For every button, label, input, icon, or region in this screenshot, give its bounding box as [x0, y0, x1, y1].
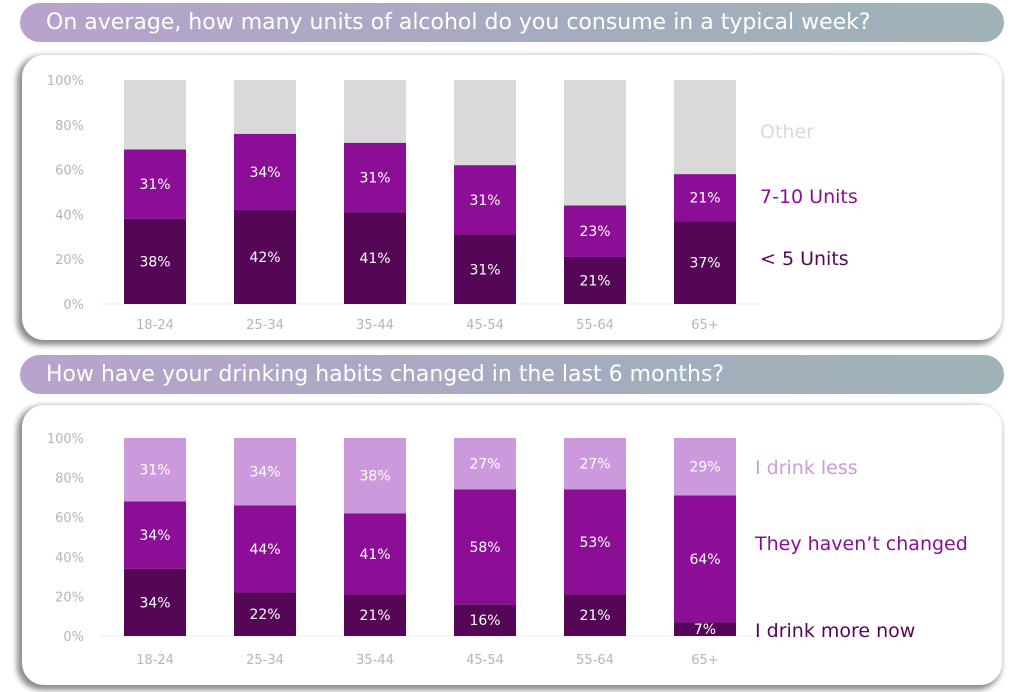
bar-segment: [454, 80, 516, 166]
data-label: 34%: [249, 465, 280, 481]
data-label: 53%: [579, 535, 610, 551]
bar-segment: [674, 438, 736, 496]
data-label: 34%: [139, 595, 170, 611]
bar-segment: [344, 80, 406, 143]
data-label: 58%: [469, 540, 500, 556]
y-tick-label: 100%: [47, 74, 84, 89]
legend-entry: < 5 Units: [760, 248, 849, 270]
data-label: 21%: [579, 273, 610, 289]
y-tick-label: 20%: [55, 590, 84, 605]
x-tick-label: 45-54: [466, 653, 504, 668]
x-tick-label: 25-34: [246, 653, 284, 668]
data-label: 31%: [139, 177, 170, 193]
x-tick-label: 65+: [691, 318, 718, 333]
data-label: 21%: [579, 608, 610, 624]
bar-segment: [564, 594, 626, 636]
data-label: 31%: [469, 262, 500, 278]
bar-segment: [674, 221, 736, 304]
bar-segment: [234, 438, 296, 506]
x-tick-label: 65+: [691, 653, 718, 668]
bar-segment: [234, 592, 296, 636]
bar-segment: [564, 489, 626, 595]
bar-segment: [454, 165, 516, 235]
data-label: 38%: [139, 254, 170, 270]
x-tick-label: 25-34: [246, 318, 284, 333]
data-label: 34%: [139, 528, 170, 544]
legend-entry: They haven’t changed: [754, 533, 968, 555]
x-tick-label: 18-24: [136, 653, 174, 668]
bar-segment: [674, 174, 736, 222]
bar-segment: [564, 256, 626, 304]
data-label: 38%: [359, 469, 390, 485]
bar-segment: [344, 212, 406, 304]
data-label: 27%: [469, 457, 500, 473]
y-tick-label: 20%: [55, 253, 84, 268]
bar-segment: [454, 438, 516, 490]
bar-segment: [344, 594, 406, 636]
data-label: 31%: [469, 193, 500, 209]
chart1-title: On average, how many units of alcohol do…: [20, 3, 1004, 42]
bar-segment: [564, 438, 626, 490]
bar-segment: [564, 80, 626, 206]
y-tick-label: 0%: [63, 630, 84, 645]
data-label: 41%: [359, 547, 390, 563]
y-tick-label: 40%: [55, 551, 84, 566]
data-label: 21%: [359, 608, 390, 624]
x-tick-label: 45-54: [466, 318, 504, 333]
data-label: 23%: [579, 224, 610, 240]
x-tick-label: 18-24: [136, 318, 174, 333]
bar-segment: [674, 495, 736, 623]
bar-segment: [344, 142, 406, 213]
bar-segment: [124, 501, 186, 569]
bar-segment: [674, 622, 736, 636]
bar-segment: [344, 438, 406, 514]
bar-segment: [234, 133, 296, 210]
bar-segment: [454, 234, 516, 304]
x-tick-label: 55-64: [576, 318, 614, 333]
data-label: 31%: [139, 463, 170, 479]
x-tick-label: 35-44: [356, 318, 394, 333]
data-label: 42%: [249, 250, 280, 266]
bar-segment: [234, 505, 296, 593]
data-label: 7%: [694, 622, 716, 638]
bar-segment: [674, 80, 736, 175]
bar-segment: [454, 489, 516, 605]
data-label: 16%: [469, 613, 500, 629]
legend-entry: 7-10 Units: [760, 186, 858, 208]
legend-entry: I drink more now: [755, 620, 915, 642]
y-tick-label: 0%: [63, 298, 84, 313]
data-label: 64%: [689, 552, 720, 568]
x-tick-label: 55-64: [576, 653, 614, 668]
y-tick-label: 100%: [47, 432, 84, 447]
bar-segment: [564, 205, 626, 257]
y-tick-label: 80%: [55, 119, 84, 134]
legend-entry: Other: [760, 121, 814, 143]
y-tick-label: 80%: [55, 472, 84, 487]
bar-segment: [454, 604, 516, 636]
bar-segment: [124, 568, 186, 636]
legend-entry: I drink less: [755, 457, 858, 479]
bar-segment: [124, 218, 186, 304]
bar-segment: [124, 149, 186, 219]
y-tick-label: 40%: [55, 208, 84, 223]
bar-segment: [234, 209, 296, 304]
y-tick-label: 60%: [55, 511, 84, 526]
bar-segment: [124, 80, 186, 150]
data-label: 29%: [689, 460, 720, 476]
bar-segment: [124, 438, 186, 502]
data-label: 41%: [359, 251, 390, 267]
data-label: 34%: [249, 165, 280, 181]
chart2-title: How have your drinking habits changed in…: [20, 355, 1004, 394]
data-label: 22%: [249, 607, 280, 623]
y-tick-label: 60%: [55, 164, 84, 179]
data-label: 31%: [359, 170, 390, 186]
data-label: 21%: [689, 191, 720, 207]
data-label: 37%: [689, 256, 720, 272]
bar-segment: [234, 80, 296, 134]
bar-segment: [344, 513, 406, 595]
data-label: 44%: [249, 542, 280, 558]
x-tick-label: 35-44: [356, 653, 394, 668]
data-label: 27%: [579, 457, 610, 473]
